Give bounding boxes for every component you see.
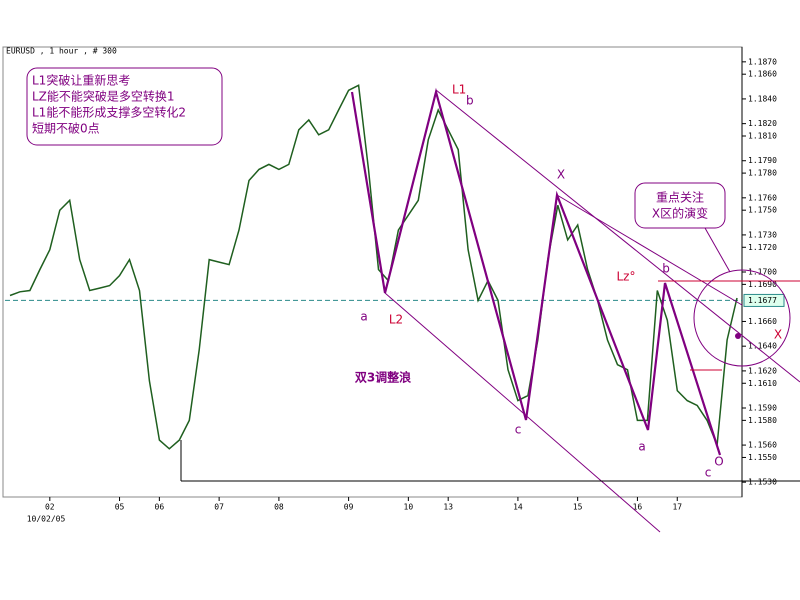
y-tick-label: 1.1860: [748, 70, 777, 79]
y-tick-label: 1.1640: [748, 342, 777, 351]
wave-label: O: [714, 455, 723, 469]
x-tick-label: 05: [115, 503, 125, 512]
wave-label: c: [515, 423, 522, 437]
x-tick-label: 06: [155, 503, 165, 512]
y-tick-label: 1.1790: [748, 156, 777, 165]
y-tick-label: 1.1620: [748, 366, 777, 375]
y-tick-label: 1.1580: [748, 416, 777, 425]
y-tick-label: 1.1590: [748, 403, 777, 412]
wave-label: a: [360, 310, 367, 324]
y-tick-label: 1.1700: [748, 268, 777, 277]
y-tick-label: 1.1760: [748, 193, 777, 202]
callout-pointer: [704, 227, 731, 273]
y-tick-label: 1.1530: [748, 478, 777, 487]
date-label: 10/02/05: [27, 515, 66, 524]
y-tick-label: 1.1810: [748, 132, 777, 141]
dot: [735, 333, 741, 339]
wave-label: X: [774, 328, 782, 342]
callout: X区的演变: [652, 206, 708, 221]
wave-label: L2: [389, 313, 403, 327]
y-tick-label: 1.1690: [748, 280, 777, 289]
x-tick-label: 17: [672, 503, 682, 512]
wave-title: 双3调整浪: [355, 370, 411, 385]
y-tick-label: 1.1750: [748, 206, 777, 215]
x-tick-label: 14: [513, 503, 523, 512]
trend-line: [556, 194, 743, 306]
focus-circle: [693, 269, 791, 367]
x-tick-label: 08: [274, 503, 284, 512]
y-tick-label: 1.1840: [748, 94, 777, 103]
y-tick-label: 1.1730: [748, 230, 777, 239]
y-tick-label: 1.1550: [748, 453, 777, 462]
channel-lower: [384, 292, 661, 533]
x-tick-label: 09: [344, 503, 354, 512]
wave-label: L1: [452, 83, 466, 97]
wave-label: X: [557, 168, 565, 182]
y-tick-label: 1.1820: [748, 119, 777, 128]
callout: 重点关注: [656, 190, 704, 205]
note: L1能不能形成支撑多空转化2: [32, 105, 186, 120]
note: 短期不破0点: [32, 121, 100, 136]
note: L1突破让重新思考: [32, 73, 130, 88]
wave-label: b: [662, 262, 670, 276]
note: LZ能不能突破是多空转换1: [32, 89, 175, 104]
x-tick-label: 02: [45, 503, 55, 512]
header: EURUSD , 1 hour , # 300: [6, 47, 117, 56]
note-box: [26, 67, 223, 146]
wave-label: b: [466, 94, 474, 108]
x-tick-label: 15: [573, 503, 583, 512]
x-tick-label: 13: [443, 503, 453, 512]
last-price-label: 1.1677: [748, 296, 777, 305]
x-tick-label: 07: [214, 503, 224, 512]
wave-label: a: [638, 440, 645, 454]
wave-label: c: [705, 466, 712, 480]
last-price-box: [743, 293, 785, 307]
y-tick-label: 1.1560: [748, 441, 777, 450]
y-tick-label: 1.1660: [748, 317, 777, 326]
x-tick-label: 10: [404, 503, 414, 512]
wave-label: Lz°: [617, 270, 636, 284]
y-tick-label: 1.1610: [748, 379, 777, 388]
x-tick-label: 16: [633, 503, 643, 512]
zigzag: [350, 87, 722, 456]
y-tick-label: 1.1720: [748, 243, 777, 252]
y-tick-label: 1.1780: [748, 169, 777, 178]
y-tick-label: 1.1870: [748, 57, 777, 66]
callout-box: [634, 182, 726, 229]
